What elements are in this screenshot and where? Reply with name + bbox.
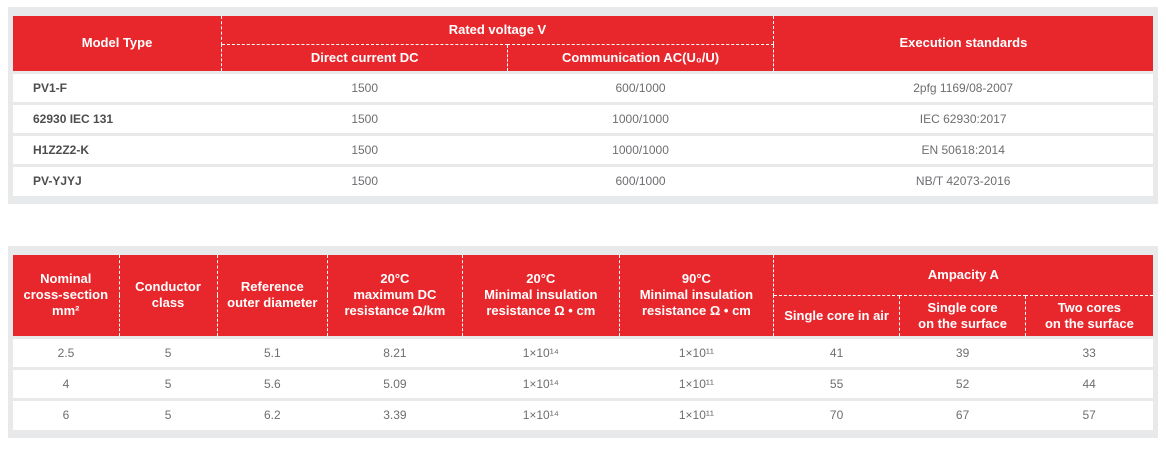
ampacity-single-surface-cell: 67: [900, 399, 1025, 430]
header-single-core-on-surface: Single core on the surface: [900, 295, 1025, 337]
header-rated-voltage: Rated voltage V: [222, 16, 774, 44]
ampacity-air-cell: 41: [773, 337, 900, 368]
specifications-panel: Nominal cross-section mm² Conductor clas…: [8, 246, 1158, 438]
ampacity-air-cell: 70: [773, 399, 900, 430]
header-nominal-cross-section: Nominal cross-section mm²: [13, 255, 119, 337]
table-row: PV-YJYJ 1500 600/1000 NB/T 42073-2016: [13, 165, 1153, 196]
model-type-cell: PV1-F: [13, 72, 222, 103]
ampacity-two-surface-cell: 57: [1025, 399, 1153, 430]
header-single-core-in-air: Single core in air: [773, 295, 900, 337]
nominal-cross-section-cell: 4: [13, 368, 119, 399]
header-insulation-resistance-90: 90°C Minimal insulation resistance Ω • c…: [619, 255, 773, 337]
table-row: 6 5 6.2 3.39 1×10¹⁴ 1×10¹¹ 70 67 57: [13, 399, 1153, 430]
insulation-90-cell: 1×10¹¹: [619, 337, 773, 368]
model-type-cell: PV-YJYJ: [13, 165, 222, 196]
insulation-20-cell: 1×10¹⁴: [462, 368, 619, 399]
insulation-90-cell: 1×10¹¹: [619, 399, 773, 430]
ac-voltage-cell: 1000/1000: [508, 103, 774, 134]
table-row: 2.5 5 5.1 8.21 1×10¹⁴ 1×10¹¹ 41 39 33: [13, 337, 1153, 368]
nominal-cross-section-cell: 2.5: [13, 337, 119, 368]
ac-voltage-cell: 600/1000: [508, 72, 774, 103]
header-insulation-resistance-20: 20°C Minimal insulation resistance Ω • c…: [462, 255, 619, 337]
ac-voltage-cell: 600/1000: [508, 165, 774, 196]
dc-voltage-cell: 1500: [222, 134, 508, 165]
ampacity-single-surface-cell: 52: [900, 368, 1025, 399]
specifications-table: Nominal cross-section mm² Conductor clas…: [13, 255, 1153, 430]
voltage-standards-panel: Model Type Rated voltage V Execution sta…: [8, 7, 1158, 204]
header-row-top: Model Type Rated voltage V Execution sta…: [13, 16, 1153, 44]
insulation-20-cell: 1×10¹⁴: [462, 337, 619, 368]
nominal-cross-section-cell: 6: [13, 399, 119, 430]
voltage-standards-table: Model Type Rated voltage V Execution sta…: [13, 16, 1153, 196]
table-row: 62930 IEC 131 1500 1000/1000 IEC 62930:2…: [13, 103, 1153, 134]
model-type-cell: 62930 IEC 131: [13, 103, 222, 134]
dc-voltage-cell: 1500: [222, 103, 508, 134]
header-model-type: Model Type: [13, 16, 222, 72]
standard-cell: 2pfg 1169/08-2007: [773, 72, 1153, 103]
conductor-class-cell: 5: [119, 368, 217, 399]
header-two-cores-on-surface: Two cores on the surface: [1025, 295, 1153, 337]
table-row: PV1-F 1500 600/1000 2pfg 1169/08-2007: [13, 72, 1153, 103]
standard-cell: IEC 62930:2017: [773, 103, 1153, 134]
header-ampacity: Ampacity A: [773, 255, 1153, 295]
conductor-class-cell: 5: [119, 399, 217, 430]
outer-diameter-cell: 5.1: [217, 337, 328, 368]
header-communication-ac: Communication AC(U₀/U): [508, 44, 774, 72]
header-dc-resistance: 20°C maximum DC resistance Ω/km: [328, 255, 463, 337]
ampacity-two-surface-cell: 33: [1025, 337, 1153, 368]
specifications-table-body: 2.5 5 5.1 8.21 1×10¹⁴ 1×10¹¹ 41 39 33 4 …: [13, 337, 1153, 430]
ac-voltage-cell: 1000/1000: [508, 134, 774, 165]
voltage-standards-table-body: PV1-F 1500 600/1000 2pfg 1169/08-2007 62…: [13, 72, 1153, 196]
dc-resistance-cell: 8.21: [328, 337, 463, 368]
table-row: H1Z2Z2-K 1500 1000/1000 EN 50618:2014: [13, 134, 1153, 165]
dc-resistance-cell: 5.09: [328, 368, 463, 399]
header-direct-current-dc: Direct current DC: [222, 44, 508, 72]
insulation-90-cell: 1×10¹¹: [619, 368, 773, 399]
header-conductor-class: Conductor class: [119, 255, 217, 337]
header-row-top: Nominal cross-section mm² Conductor clas…: [13, 255, 1153, 295]
model-type-cell: H1Z2Z2-K: [13, 134, 222, 165]
conductor-class-cell: 5: [119, 337, 217, 368]
ampacity-single-surface-cell: 39: [900, 337, 1025, 368]
table-row: 4 5 5.6 5.09 1×10¹⁴ 1×10¹¹ 55 52 44: [13, 368, 1153, 399]
insulation-20-cell: 1×10¹⁴: [462, 399, 619, 430]
dc-voltage-cell: 1500: [222, 165, 508, 196]
standard-cell: NB/T 42073-2016: [773, 165, 1153, 196]
specifications-table-header: Nominal cross-section mm² Conductor clas…: [13, 255, 1153, 337]
outer-diameter-cell: 6.2: [217, 399, 328, 430]
voltage-standards-table-header: Model Type Rated voltage V Execution sta…: [13, 16, 1153, 72]
outer-diameter-cell: 5.6: [217, 368, 328, 399]
header-execution-standards: Execution standards: [773, 16, 1153, 72]
ampacity-air-cell: 55: [773, 368, 900, 399]
ampacity-two-surface-cell: 44: [1025, 368, 1153, 399]
dc-voltage-cell: 1500: [222, 72, 508, 103]
standard-cell: EN 50618:2014: [773, 134, 1153, 165]
dc-resistance-cell: 3.39: [328, 399, 463, 430]
header-reference-outer-diameter: Reference outer diameter: [217, 255, 328, 337]
